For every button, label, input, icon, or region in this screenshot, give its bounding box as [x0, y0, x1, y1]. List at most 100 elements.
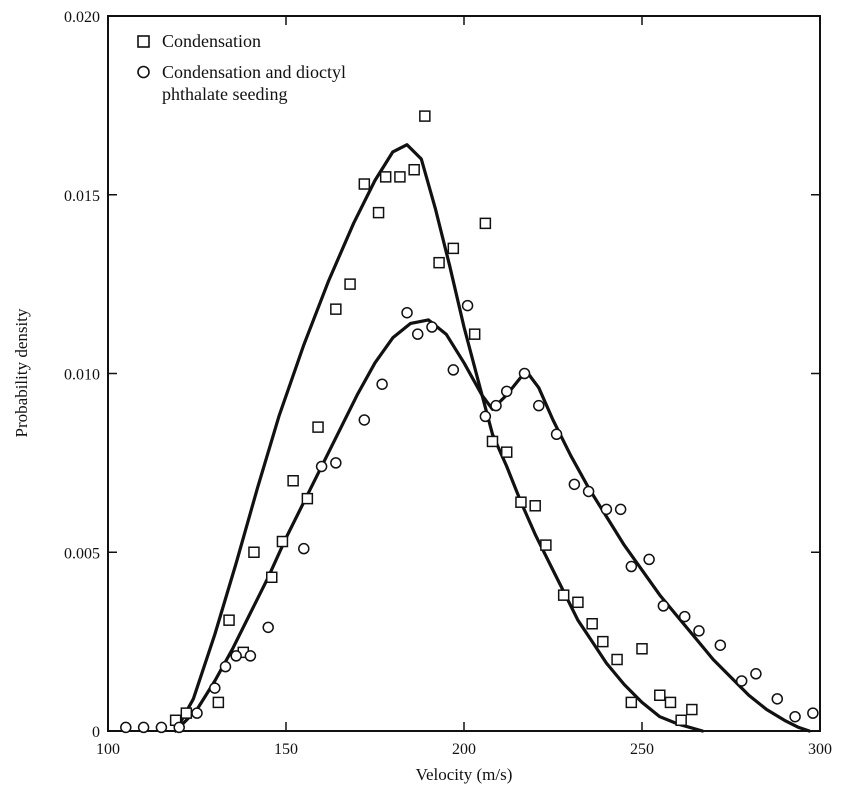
seeding-point — [568, 478, 581, 491]
legend-label-seeding: Condensation and dioctyl phthalate seedin… — [162, 62, 346, 104]
y-tick-label: 0.005 — [64, 545, 100, 562]
condensation-point — [180, 707, 193, 719]
fit-curve-condensation — [174, 143, 705, 733]
seeding-point — [550, 428, 563, 441]
seeding-point — [315, 460, 328, 473]
seeding-point — [714, 639, 727, 651]
condensation-point — [597, 635, 609, 648]
seeding-point — [120, 721, 132, 734]
seeding-point — [376, 378, 388, 390]
legend-label-condensation: Condensation — [162, 31, 261, 51]
seeding-point — [771, 693, 784, 705]
y-tick-label: 0.020 — [64, 9, 100, 26]
condensation-point — [675, 714, 687, 727]
seeding-point — [500, 385, 513, 398]
seeding-point — [582, 485, 595, 498]
x-tick-label: 200 — [452, 741, 476, 758]
seeding-point — [230, 650, 242, 662]
condensation-point — [344, 278, 356, 290]
y-tick-label: 0.010 — [64, 367, 100, 384]
condensation-point — [433, 256, 445, 269]
condensation-point — [611, 653, 623, 666]
seeding-point — [401, 306, 413, 319]
seeding-point — [330, 457, 342, 469]
legend-square-marker — [137, 35, 150, 48]
condensation-point — [664, 696, 677, 709]
condensation-point — [394, 171, 406, 183]
seeding-point — [173, 721, 185, 734]
x-axis-title: Velocity (m/s) — [416, 765, 513, 784]
seeding-point — [490, 399, 502, 412]
seeding-point — [678, 610, 691, 623]
condensation-point — [625, 696, 638, 709]
condensation-point — [654, 689, 666, 701]
seeding-point — [298, 542, 310, 555]
seeding-point — [191, 707, 203, 719]
seeding-point — [693, 625, 705, 637]
seeding-point — [219, 660, 232, 673]
seeding-point — [426, 321, 438, 333]
condensation-point — [515, 496, 527, 508]
seeding-point — [533, 399, 545, 412]
condensation-point — [419, 110, 431, 122]
condensation-point — [486, 435, 499, 448]
seeding-point — [137, 721, 150, 734]
plot-frame — [107, 15, 821, 732]
condensation-point — [479, 217, 492, 230]
seeding-point — [358, 414, 371, 426]
condensation-point — [586, 618, 598, 630]
condensation-point — [287, 475, 299, 487]
seeding-point — [643, 553, 655, 566]
fit-curve-seeding — [174, 318, 811, 733]
condensation-point — [276, 535, 289, 548]
data-points — [120, 110, 819, 734]
condensation-point — [372, 206, 385, 219]
seeding-point — [735, 675, 748, 687]
condensation-point — [223, 614, 235, 626]
seeding-point — [244, 650, 257, 662]
seeding-point — [600, 503, 613, 516]
condensation-point — [312, 421, 324, 433]
legend: Condensation Condensation and dioctyl pht… — [137, 31, 346, 104]
condensation-point — [301, 492, 314, 505]
seeding-point — [447, 364, 460, 376]
seeding-point — [262, 621, 274, 634]
condensation-point — [248, 546, 260, 558]
x-tick-label: 100 — [96, 741, 120, 758]
y-tick-label: 0 — [92, 724, 100, 741]
axis-ticks: 100 150 200 250 300 0 0.005 0.010 0.015 0.020 — [64, 9, 832, 758]
condensation-point — [212, 696, 225, 709]
y-axis-title: Probability density — [12, 308, 31, 437]
condensation-point — [468, 328, 481, 340]
x-tick-label: 250 — [630, 741, 654, 758]
condensation-point — [266, 571, 278, 584]
condensation-point — [379, 171, 392, 183]
seeding-point — [518, 367, 531, 380]
condensation-point — [686, 703, 698, 716]
condensation-point — [358, 178, 371, 190]
seeding-point — [614, 503, 627, 516]
seeding-point — [209, 682, 221, 694]
x-tick-label: 150 — [274, 741, 298, 758]
condensation-point — [540, 539, 552, 551]
condensation-point — [557, 589, 570, 601]
seeding-point — [789, 710, 801, 723]
seeding-point — [657, 600, 670, 612]
seeding-point — [461, 299, 474, 312]
seeding-point — [807, 707, 819, 719]
condensation-point — [529, 500, 541, 512]
x-tick-label: 300 — [808, 741, 832, 758]
condensation-point — [408, 163, 420, 176]
condensation-point — [500, 446, 513, 458]
condensation-point — [636, 643, 648, 655]
legend-circle-marker — [137, 65, 150, 79]
seeding-point — [411, 328, 424, 340]
seeding-point — [625, 560, 638, 573]
y-tick-label: 0.015 — [64, 188, 100, 205]
condensation-point — [330, 303, 342, 315]
condensation-point — [572, 596, 584, 609]
seeding-point — [750, 668, 762, 680]
seeding-point — [155, 721, 168, 734]
seeding-point — [479, 410, 492, 423]
